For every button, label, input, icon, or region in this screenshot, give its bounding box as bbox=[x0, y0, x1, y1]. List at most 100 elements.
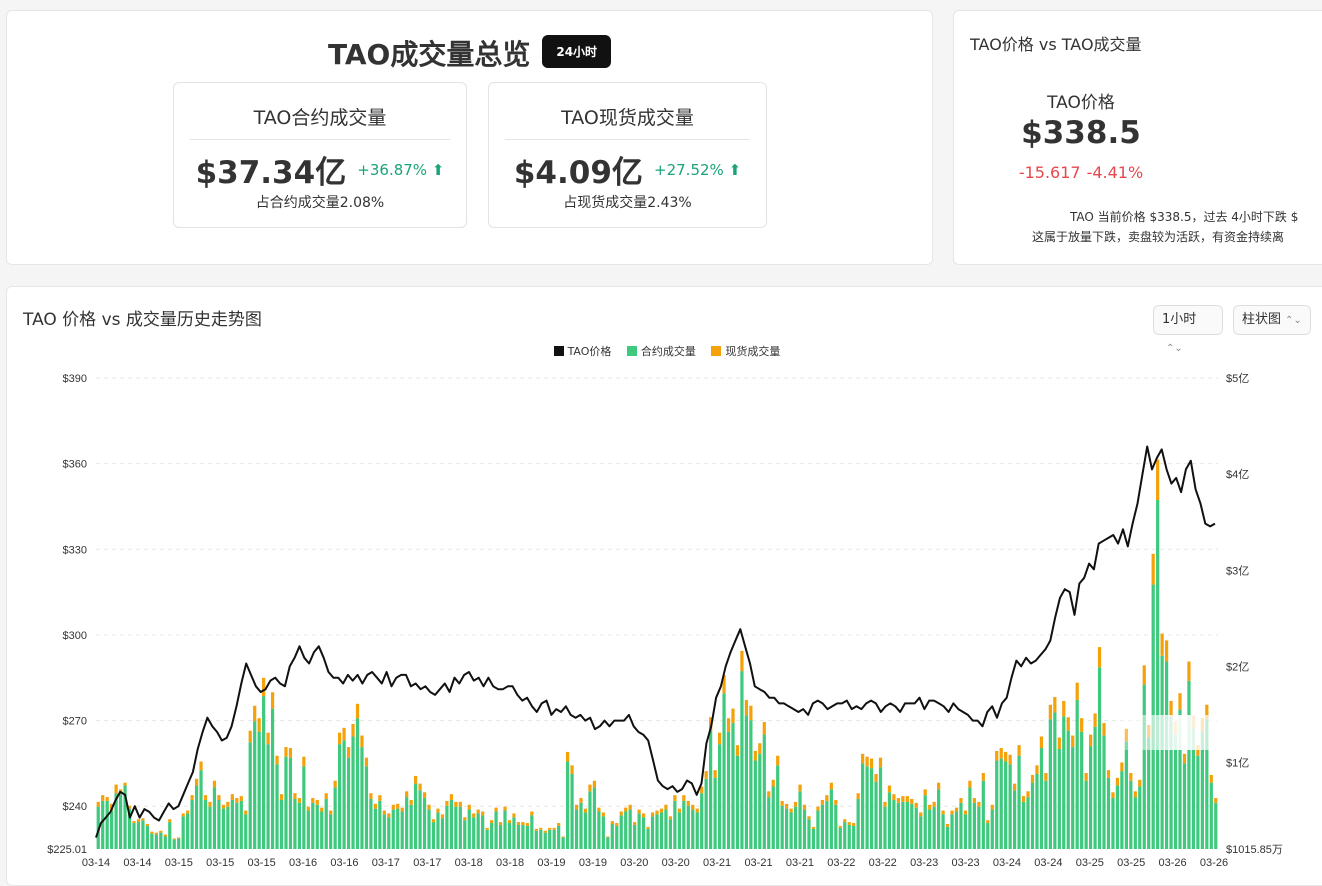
contract-volume-bar bbox=[1187, 680, 1191, 849]
contract-volume-bar bbox=[1124, 741, 1128, 849]
contract-volume-bar bbox=[1021, 801, 1026, 849]
up-arrow-icon: ⬆ bbox=[431, 160, 445, 179]
up-arrow-icon: ⬆ bbox=[728, 160, 742, 179]
spot-volume-bar bbox=[333, 780, 337, 788]
contract-volume-bar bbox=[297, 802, 301, 849]
spot-volume-bar bbox=[1066, 717, 1070, 731]
history-chart-title: TAO 价格 vs 成交量历史走势图 bbox=[23, 310, 262, 330]
contract-volume-bar bbox=[717, 744, 722, 849]
contract-volume-bar bbox=[856, 799, 860, 849]
spot-volume-bar bbox=[726, 718, 731, 732]
contract-volume-bar bbox=[579, 802, 583, 849]
x-axis-tick-label: 03-14 bbox=[123, 857, 151, 869]
spot-volume-bar bbox=[802, 804, 807, 810]
contract-volume-bar bbox=[1097, 667, 1102, 849]
x-axis-tick-label: 03-15 bbox=[206, 857, 234, 869]
spot-volume-bar bbox=[583, 808, 588, 813]
spot-volume-bar bbox=[422, 792, 427, 799]
contract-volume-bar bbox=[154, 834, 158, 849]
contract-volume-bar bbox=[963, 814, 968, 849]
spot-volume-bar bbox=[762, 722, 766, 735]
contract-volume-bar bbox=[293, 799, 297, 849]
contract-volume-bar bbox=[677, 812, 681, 849]
contract-volume-bar bbox=[700, 793, 704, 849]
x-axis-tick-label: 03-18 bbox=[455, 857, 483, 869]
contract-volume-bar bbox=[333, 787, 337, 849]
left-axis-tick-label: $300 bbox=[63, 630, 87, 642]
spot-volume-bar bbox=[270, 692, 275, 709]
x-axis-tick-label: 03-26 bbox=[1200, 857, 1228, 869]
spot-volume-bar bbox=[722, 674, 726, 694]
contract-volume-bar bbox=[244, 814, 248, 849]
legend-swatch bbox=[626, 346, 637, 356]
chart-type-select[interactable]: 柱状图 ⌃⌄ bbox=[1233, 305, 1311, 335]
spot-volume-bar bbox=[168, 819, 172, 823]
legend-item-contract[interactable]: 合约成交量 bbox=[626, 343, 696, 359]
spot-volume-bar bbox=[972, 798, 976, 803]
contract-volume-bar bbox=[1111, 798, 1115, 849]
contract-volume-bar bbox=[1106, 777, 1111, 849]
spot-volume-bar bbox=[154, 832, 158, 835]
spot-volume-bar bbox=[275, 755, 279, 765]
spot-volume-bar bbox=[190, 795, 194, 800]
spot-volume-bar bbox=[852, 823, 856, 826]
spot-volume-bar bbox=[928, 804, 932, 810]
contract-volume-bar bbox=[253, 721, 257, 849]
contract-volume-bar bbox=[481, 815, 485, 849]
current-price: $338.5 bbox=[1021, 115, 1141, 151]
spot-volume-bar bbox=[1044, 773, 1048, 781]
spot-volume-bar bbox=[378, 795, 382, 801]
contract-volume-bar bbox=[1120, 771, 1124, 849]
contract-volume-bar bbox=[405, 797, 409, 849]
spot-volume-bar bbox=[1133, 791, 1137, 798]
contract-volume-bar bbox=[793, 806, 798, 849]
spot-volume-bar bbox=[664, 804, 668, 810]
divider bbox=[505, 139, 750, 140]
contract-volume-bar bbox=[869, 768, 874, 849]
contract-volume-bar bbox=[914, 807, 918, 849]
contract-volume-bar bbox=[208, 806, 212, 849]
contract-volume-bar bbox=[990, 809, 994, 849]
contract-volume-bar bbox=[1035, 774, 1039, 849]
interval-select[interactable]: 1小时⌃⌄ bbox=[1153, 305, 1223, 354]
contract-volume-bar bbox=[722, 693, 726, 849]
contract-volume-bar bbox=[1182, 763, 1187, 849]
legend-item-price[interactable]: TAO价格 bbox=[553, 343, 611, 359]
contract-volume-bar bbox=[351, 736, 355, 849]
contract-volume-bar bbox=[767, 797, 771, 849]
spot-volume-bar bbox=[624, 807, 628, 812]
spot-volume-bar bbox=[901, 796, 905, 802]
price-vs-volume-card: TAO价格 vs TAO成交量 TAO价格 $338.5 -15.617 -4.4… bbox=[953, 10, 1322, 265]
period-badge[interactable]: 24小时 bbox=[542, 34, 612, 68]
contract-volume-bar bbox=[454, 806, 458, 849]
spot-volume-bar bbox=[990, 804, 994, 810]
contract-volume-bar bbox=[136, 822, 141, 849]
spot-volume-bar bbox=[257, 718, 261, 732]
x-axis-tick-label: 03-22 bbox=[827, 857, 855, 869]
spot-volume-bar bbox=[811, 826, 816, 829]
spot-volume-bar bbox=[1106, 770, 1111, 778]
spot-volume-bar bbox=[105, 797, 109, 801]
contract-volume-bar bbox=[852, 825, 856, 849]
spot-volume-bar bbox=[1035, 765, 1039, 774]
spot-volume-bar bbox=[637, 809, 641, 814]
contract-volume-bar bbox=[597, 811, 601, 849]
spot-volume-bar bbox=[1120, 762, 1124, 772]
right-axis-tick-label: $4亿 bbox=[1226, 468, 1249, 481]
contract-volume-bar bbox=[588, 791, 592, 849]
spot-volume-bar bbox=[409, 799, 413, 805]
spot-volume-bar bbox=[485, 827, 489, 830]
spot-volume-bar bbox=[539, 827, 543, 830]
spot-volume-bar bbox=[503, 806, 507, 811]
spot-volume-bar bbox=[369, 793, 373, 799]
x-axis-tick-label: 03-23 bbox=[910, 857, 938, 869]
contract-volume-bar bbox=[230, 799, 234, 849]
spot-volume-share: 占现货成交量2.43% bbox=[563, 195, 692, 211]
spot-volume-bar bbox=[977, 801, 981, 807]
contract-volume-bar bbox=[583, 812, 588, 849]
legend-item-spot[interactable]: 现货成交量 bbox=[711, 343, 780, 359]
contract-volume-bar bbox=[516, 824, 521, 849]
contract-volume-change: +36.87% ⬆ bbox=[357, 160, 445, 179]
contract-volume-bar bbox=[780, 805, 784, 849]
